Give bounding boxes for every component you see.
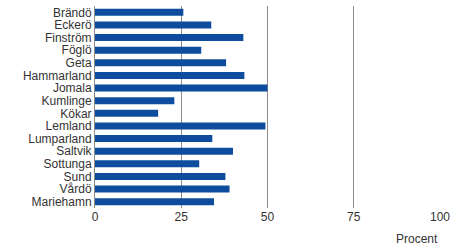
svg-text:25: 25 — [175, 210, 189, 224]
svg-text:Brändö: Brändö — [53, 6, 92, 20]
svg-text:Finström: Finström — [45, 31, 92, 45]
svg-text:Vårdö: Vårdö — [60, 182, 92, 196]
svg-text:Hammarland: Hammarland — [23, 69, 92, 83]
svg-text:Jomala: Jomala — [53, 81, 92, 95]
svg-text:75: 75 — [347, 210, 361, 224]
svg-text:Föglö: Föglö — [62, 43, 92, 57]
svg-text:Eckerö: Eckerö — [54, 18, 92, 32]
svg-text:Saltvik: Saltvik — [56, 144, 92, 158]
svg-text:Kökar: Kökar — [60, 107, 91, 121]
svg-text:Lemland: Lemland — [46, 119, 92, 133]
svg-text:100: 100 — [430, 210, 450, 224]
svg-text:50: 50 — [261, 210, 275, 224]
svg-text:0: 0 — [92, 210, 99, 224]
svg-text:Sottunga: Sottunga — [44, 157, 92, 171]
svg-text:Procent: Procent — [396, 232, 438, 246]
svg-text:Sund: Sund — [64, 170, 92, 184]
svg-text:Lumparland: Lumparland — [28, 132, 91, 146]
svg-text:Geta: Geta — [66, 56, 92, 70]
svg-text:Kumlinge: Kumlinge — [42, 94, 92, 108]
svg-text:Mariehamn: Mariehamn — [32, 195, 92, 209]
